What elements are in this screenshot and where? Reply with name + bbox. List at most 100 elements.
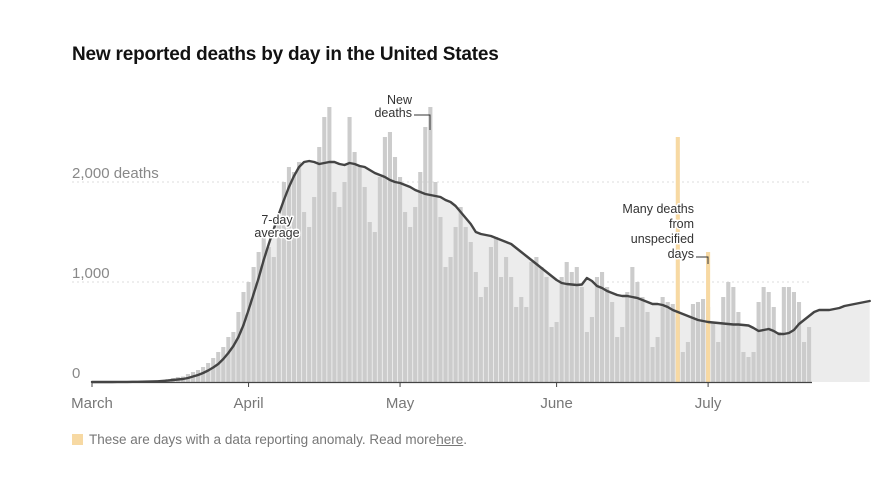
bar — [701, 299, 706, 382]
bar — [443, 267, 448, 382]
annotation-halo: Many deaths — [622, 202, 694, 216]
bar — [206, 363, 211, 382]
bar — [312, 197, 317, 382]
bar — [322, 117, 327, 382]
bar — [756, 302, 761, 382]
bar — [791, 292, 796, 382]
bar — [433, 182, 438, 382]
bar — [216, 352, 221, 382]
y-tick-label: 2,000 deaths — [72, 165, 159, 182]
bar — [514, 307, 519, 382]
bar — [478, 297, 483, 382]
bar — [665, 302, 670, 382]
bar — [201, 367, 206, 382]
annotation-label: average — [254, 226, 299, 240]
bar — [559, 277, 564, 382]
x-tick-label: March — [71, 395, 113, 412]
bar — [241, 292, 246, 382]
bar — [372, 232, 377, 382]
bar — [751, 352, 756, 382]
bar — [711, 322, 716, 382]
bar — [499, 277, 504, 382]
x-tick-label: May — [386, 395, 415, 412]
bar — [347, 117, 352, 382]
bar — [317, 147, 322, 382]
bar — [802, 342, 807, 382]
bars — [105, 107, 812, 382]
bar — [357, 167, 362, 382]
bar — [650, 347, 655, 382]
bar — [473, 272, 478, 382]
annotation-label: unspecified — [631, 232, 694, 246]
bar — [534, 257, 539, 382]
bar — [392, 157, 398, 382]
bar — [569, 272, 574, 382]
anomaly-bars — [675, 137, 711, 382]
bar-gap-fill — [92, 161, 870, 382]
bar — [438, 217, 443, 382]
anomaly-swatch — [72, 434, 83, 445]
y-tick-label: 0 — [72, 365, 80, 382]
bar — [716, 342, 721, 382]
annotation-label: from — [669, 217, 694, 231]
bar — [251, 267, 256, 382]
bar — [685, 342, 690, 382]
bar — [796, 302, 802, 382]
bar — [690, 304, 695, 382]
bar — [544, 277, 549, 382]
bar — [776, 332, 781, 382]
bar — [766, 292, 771, 382]
bar — [645, 312, 650, 382]
bar — [256, 252, 261, 382]
bar — [695, 302, 701, 382]
bar — [468, 242, 473, 382]
annotation-halo: deaths — [374, 106, 412, 120]
bar — [423, 127, 428, 382]
bar — [483, 287, 488, 382]
annotations: NewNewdeathsdeaths7-day7-dayaverageavera… — [253, 92, 709, 264]
bar — [509, 277, 514, 382]
x-tick-label: April — [234, 395, 264, 412]
bar — [635, 282, 640, 382]
bar — [362, 187, 367, 382]
bar — [660, 297, 665, 382]
bar — [286, 167, 291, 382]
bar — [579, 287, 584, 382]
annotation-halo: unspecified — [631, 232, 694, 246]
annotation-halo: average — [254, 226, 299, 240]
anomaly-bar — [675, 137, 680, 382]
bar — [554, 322, 559, 382]
bar — [605, 287, 610, 382]
bar — [726, 282, 731, 382]
bar — [463, 227, 468, 382]
footnote-end: . — [463, 432, 467, 447]
bar — [342, 182, 347, 382]
bar — [615, 337, 620, 382]
annotation-leader — [696, 256, 709, 264]
bar — [291, 172, 297, 382]
bar — [630, 267, 635, 382]
bar — [332, 192, 337, 382]
read-more-link[interactable]: here — [436, 432, 464, 447]
bar — [246, 282, 251, 382]
bar — [382, 137, 387, 382]
bar — [625, 292, 630, 382]
annotation-halo: days — [668, 247, 694, 261]
annotation-label: New — [387, 93, 413, 107]
bar — [594, 277, 600, 382]
bar — [610, 302, 615, 382]
bar — [600, 272, 605, 382]
chart-title: New reported deaths by day in the United… — [72, 44, 499, 65]
bar — [771, 307, 776, 382]
bar — [488, 247, 493, 382]
bar — [721, 297, 726, 382]
x-tick-labels: March April May June July — [71, 382, 722, 412]
bar — [746, 357, 751, 382]
average-line-layer — [90, 159, 871, 384]
bar — [236, 312, 241, 382]
footnote: These are days with a data reporting ano… — [72, 432, 467, 447]
bar — [640, 297, 645, 382]
bar — [398, 177, 403, 382]
